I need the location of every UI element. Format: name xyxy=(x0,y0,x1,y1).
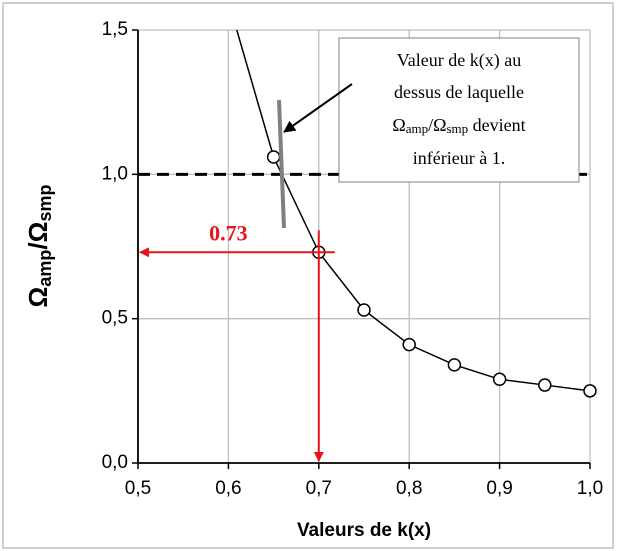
point xyxy=(357,303,371,317)
annotation-part: smp xyxy=(447,121,469,136)
annotation-line: Ωamp/Ωsmp devient xyxy=(392,115,525,136)
y-axis-label: Ωamp/Ωsmp xyxy=(23,185,55,308)
reading-label: 0.73 xyxy=(209,220,248,245)
y-label-part: smp xyxy=(35,185,55,222)
annotation-part: /Ω xyxy=(428,115,446,135)
y-tick-label: 1,0 xyxy=(102,163,128,184)
y-tick-label: 0,5 xyxy=(102,308,128,329)
annotation-line: Valeur de k(x) au xyxy=(397,50,521,71)
annotation-part: amp xyxy=(406,121,428,136)
annotation-part: Ω xyxy=(392,115,405,135)
y-tick-label: 0,0 xyxy=(102,452,128,473)
annotation-arrow xyxy=(283,83,353,133)
annotation-part: devient xyxy=(468,115,525,135)
x-tick-label: 0,9 xyxy=(486,478,512,499)
plot-area xyxy=(235,30,597,398)
annotation-box xyxy=(338,37,580,183)
y-label-part: Ω xyxy=(23,287,53,308)
y-label-part: amp xyxy=(35,250,55,287)
annotation-line: inférieur à 1. xyxy=(413,148,505,168)
x-tick-label: 0,8 xyxy=(396,478,422,499)
x-axis-label: Valeurs de k(x) xyxy=(297,520,431,541)
point xyxy=(492,372,507,387)
y-tick-label: 1,5 xyxy=(102,19,128,40)
threshold-indicator xyxy=(277,99,286,229)
x-tick-label: 1,0 xyxy=(577,478,603,499)
point xyxy=(266,150,281,164)
point xyxy=(402,337,416,352)
annotation-line: dessus de laquelle xyxy=(394,82,524,102)
y-label-part: /Ω xyxy=(23,222,53,250)
point xyxy=(447,358,462,372)
x-tick-label: 0,7 xyxy=(306,478,332,499)
point xyxy=(583,384,597,398)
x-tick-label: 0,5 xyxy=(125,478,151,499)
x-tick-label: 0,6 xyxy=(215,478,241,499)
point xyxy=(538,378,552,392)
